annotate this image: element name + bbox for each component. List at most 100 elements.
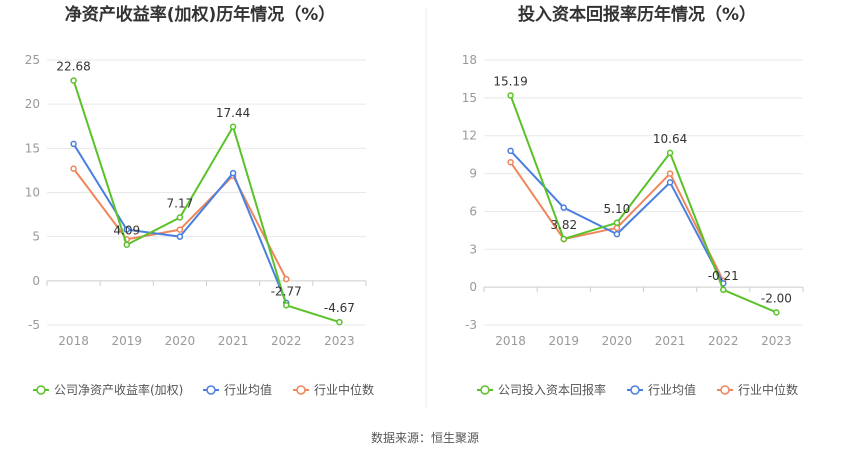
roe-industry-median-point[interactable] [283,275,290,283]
legend-label: 行业中位数 [738,382,798,397]
legend-marker [36,385,46,395]
roic-x-tick-label: 2022 [708,334,739,348]
legend-marker [630,385,640,395]
roic-data-label: 3.82 [550,218,577,232]
roe-industry-mean-point[interactable] [123,226,130,233]
roe-legend-item-industry-median[interactable]: 行业中位数 [293,382,374,397]
legend-marker [480,385,490,395]
roic-company-point[interactable] [560,235,567,243]
roic-x-tick-label: 2020 [602,334,633,348]
roic-x-axis: 2018 2019 2020 2021 2022 2023 [483,287,804,348]
roic-industry-median-point[interactable] [507,158,514,166]
roe-y-tick-label: 0 [32,274,40,288]
roe-legend-item-company[interactable]: 公司净资产收益率(加权) [33,382,183,397]
roic-y-tick-label: 18 [462,53,477,67]
roic-industry-median-point[interactable] [613,224,621,232]
roic-company-point[interactable] [666,149,674,157]
roic-y-tick-label: 6 [469,204,477,218]
roe-industry-mean-point[interactable] [229,169,237,177]
roic-data-label: -2.00 [761,291,792,305]
roe-company-point[interactable] [70,77,77,84]
roic-y-tick-label: 15 [462,91,477,105]
roic-chart-title: 投入资本回报率历年情况（%） [518,4,756,25]
roe-y-tick-label: 5 [32,230,40,244]
legend-marker [720,385,730,395]
legend-marker [206,385,216,395]
legend-label: 公司投入资本回报率 [498,382,606,397]
roic-industry-mean-point[interactable] [613,230,621,238]
roe-industry-mean-point[interactable] [176,233,184,240]
roic-y-tick-label: -3 [465,318,477,332]
roe-data-label: 4.09 [113,224,140,238]
roe-data-label: -4.67 [324,301,355,315]
roe-x-tick-label: 2021 [218,334,249,348]
roe-company-point[interactable] [176,214,184,221]
roic-data-label: -0.21 [708,269,739,283]
roe-company-line [72,80,340,324]
roic-legend[interactable]: 公司投入资本回报率 行业均值 行业中位数 [477,382,798,397]
roe-legend[interactable]: 公司净资产收益率(加权) 行业均值 行业中位数 [33,382,374,397]
roic-x-tick-label: 2021 [655,334,686,348]
roe-y-tick-label: 15 [25,141,40,155]
roe-data-label: 22.68 [56,59,90,73]
roe-y-axis: -5 0 5 10 15 20 25 [25,53,40,332]
roic-plot-area: 15.19 3.82 5.10 10.64 -0.21 -2.00 [493,74,792,316]
roe-legend-item-industry-mean[interactable]: 行业均值 [203,382,272,397]
roic-industry-mean-point[interactable] [666,179,674,186]
roic-legend-item-industry-median[interactable]: 行业中位数 [717,382,798,397]
roe-y-tick-label: -5 [28,318,40,332]
roe-x-tick-label: 2022 [271,334,302,348]
roic-data-label: 5.10 [604,202,631,216]
roe-company-point[interactable] [336,318,343,326]
roic-industry-mean-point[interactable] [507,147,514,155]
roic-y-tick-label: 9 [469,167,477,181]
roe-company-point[interactable] [283,302,290,309]
roic-y-tick-label: 12 [462,129,477,143]
roe-y-tick-label: 10 [25,186,40,200]
roic-company-point[interactable] [773,309,780,316]
roe-industry-mean-point[interactable] [70,140,77,148]
legend-label: 行业中位数 [314,382,374,397]
roe-data-label: -2.77 [271,284,302,298]
roe-plot-area: 22.68 4.09 7.17 17.44 -2.77 -4.67 [56,59,355,326]
roic-y-tick-label: 0 [469,280,477,294]
legend-label: 公司净资产收益率(加权) [54,382,183,397]
roe-data-label: 7.17 [167,196,194,210]
roe-x-tick-label: 2018 [58,334,89,348]
roic-company-point[interactable] [720,286,727,294]
roe-x-tick-label: 2019 [111,334,142,348]
roic-industry-median-point[interactable] [666,170,674,177]
roe-x-tick-label: 2020 [165,334,196,348]
legend-label: 行业均值 [648,382,696,397]
roe-chart-title: 净资产收益率(加权)历年情况（%） [65,4,336,25]
roic-company-point[interactable] [507,92,514,99]
roe-y-tick-label: 25 [25,53,40,67]
roe-company-point[interactable] [123,241,130,248]
roic-x-tick-label: 2019 [548,334,579,348]
roic-legend-item-company[interactable]: 公司投入资本回报率 [477,382,606,397]
roe-x-axis: 2018 2019 2020 2021 2022 2023 [46,280,367,348]
roe-industry-median-point[interactable] [70,165,77,172]
roic-data-label: 15.19 [493,74,527,88]
roe-data-label: 17.44 [216,106,250,120]
roe-company-point[interactable] [229,123,237,131]
roe-industry-median-point[interactable] [176,226,184,233]
legend-marker [296,385,306,395]
roe-industry-mean-line [72,143,288,304]
roic-company-point[interactable] [613,219,621,227]
roic-y-axis: -3 0 3 6 9 12 15 18 [462,53,477,332]
roic-y-tick-label: 3 [469,242,477,256]
roic-legend-item-industry-mean[interactable]: 行业均值 [627,382,696,397]
roic-x-tick-label: 2018 [495,334,526,348]
roic-company-line [509,95,777,314]
roic-data-label: 10.64 [653,132,687,146]
roic-industry-mean-point[interactable] [560,204,567,211]
legend-label: 行业均值 [224,382,272,397]
roic-x-tick-label: 2023 [761,334,792,348]
roe-x-tick-label: 2023 [324,334,355,348]
roic-chart-panel: 投入资本回报率历年情况（%） -3 0 3 6 9 12 15 18 2018 2019 2020… [462,4,804,397]
data-source-note: 数据来源：恒生聚源 [371,430,479,445]
roe-y-tick-label: 20 [25,97,40,111]
